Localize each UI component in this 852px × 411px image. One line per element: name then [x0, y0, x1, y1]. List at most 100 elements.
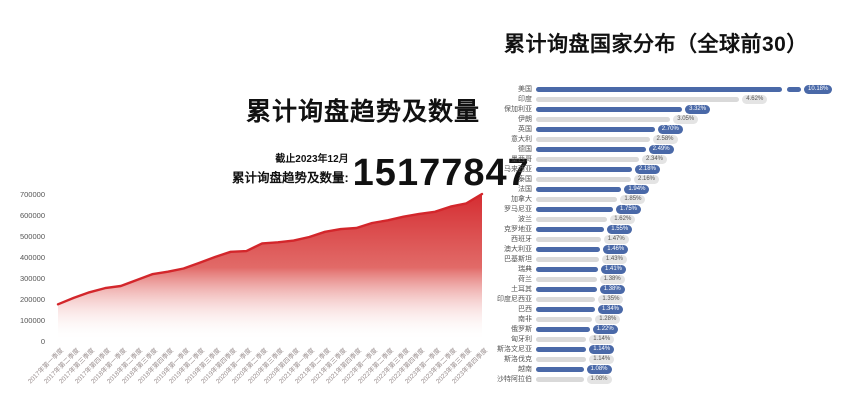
country-label: 印度 [518, 96, 532, 103]
country-bar-row: 斯洛伐克 1.14% [490, 354, 852, 364]
value-badge: 1.41% [601, 264, 627, 274]
country-bar [536, 96, 740, 102]
country-bar-row: 斯洛文尼亚 1.14% [490, 344, 852, 354]
country-label: 沙特阿拉伯 [497, 376, 532, 383]
value-badge: 1.75% [616, 204, 642, 214]
country-label: 巴基斯坦 [504, 256, 532, 263]
area-chart-canvas [56, 192, 484, 341]
country-bar [536, 346, 587, 352]
country-bar [536, 236, 601, 242]
country-label: 巴西 [518, 306, 532, 313]
country-bar-row: 德国 2.49% [490, 144, 852, 154]
value-badge: 1.43% [601, 254, 627, 264]
y-axis-tick: 700000 [19, 190, 45, 199]
country-label: 土耳其 [511, 286, 532, 293]
y-axis-tick: 200000 [19, 295, 45, 304]
country-label: 斯洛文尼亚 [497, 346, 532, 353]
value-badge: 1.85% [620, 194, 646, 204]
value-badge: 10.18% [804, 84, 833, 94]
country-bar [536, 106, 683, 112]
country-bar [536, 156, 639, 162]
country-bar-row: 泰国 2.16% [490, 174, 852, 184]
country-bar [536, 366, 584, 372]
country-bar-row: 克罗地亚 1.55% [490, 224, 852, 234]
value-badge: 1.35% [598, 294, 624, 304]
country-bar-row: 澳大利亚 1.46% [490, 244, 852, 254]
country-label: 匈牙利 [511, 336, 532, 343]
country-label: 德国 [518, 146, 532, 153]
country-bar [536, 256, 599, 262]
y-axis-tick: 100000 [19, 316, 45, 325]
country-bar [536, 166, 632, 172]
country-bar-row: 俄罗斯 1.22% [490, 324, 852, 334]
country-label: 瑞典 [518, 266, 532, 273]
country-bar-row: 巴基斯坦 1.43% [490, 254, 852, 264]
country-label: 印度尼西亚 [497, 296, 532, 303]
country-bar-row: 意大利 2.58% [490, 134, 852, 144]
country-bar [536, 336, 587, 342]
country-bar-list: 美国 10.18% 印度 4.62% 保加利亚 3.32% 伊朗 3.05% 英国 2.70% 意大… [490, 84, 852, 384]
total-inquiries-label: 累计询盘趋势及数量: [232, 171, 349, 185]
country-label: 克罗地亚 [504, 226, 532, 233]
value-badge: 2.49% [648, 144, 674, 154]
value-badge: 1.08% [586, 374, 612, 384]
country-label: 美国 [518, 86, 532, 93]
country-bar [536, 246, 601, 252]
country-label: 越南 [518, 366, 532, 373]
country-bar [536, 206, 613, 212]
as-of-label: 截止2023年12月 [275, 154, 349, 165]
country-bar [536, 276, 597, 282]
x-axis-labels: 2017年第一季度 2017年第二季度 2017年第三季度 2017年第四季度 2018… [27, 345, 495, 411]
country-label: 俄罗斯 [511, 326, 532, 333]
country-label: 西班牙 [511, 236, 532, 243]
value-badge: 1.34% [598, 304, 624, 314]
country-bar [536, 186, 622, 192]
trend-chart-title: 累计询盘趋势及数量 [245, 98, 480, 126]
country-bar-row: 保加利亚 3.32% [490, 104, 852, 114]
value-badge: 1.14% [589, 344, 615, 354]
country-bar-row: 波兰 1.62% [490, 214, 852, 224]
trend-stat-labels: 截止2023年12月 累计询盘趋势及数量: [232, 150, 349, 190]
value-badge: 4.62% [742, 94, 768, 104]
country-bar-row: 墨西哥 2.34% [490, 154, 852, 164]
country-bar-row: 英国 2.70% [490, 124, 852, 134]
country-label: 加拿大 [511, 196, 532, 203]
country-chart-title: 累计询盘国家分布（全球前30） [504, 33, 808, 56]
country-bar [536, 136, 650, 142]
country-bar-row: 南非 1.28% [490, 314, 852, 324]
country-label: 马来西亚 [504, 166, 532, 173]
value-badge: 1.94% [624, 184, 650, 194]
total-inquiries-value: 15177847 [352, 151, 530, 194]
value-badge: 2.18% [634, 164, 660, 174]
value-badge: 1.22% [592, 324, 618, 334]
value-badge: 1.14% [589, 354, 615, 364]
country-label: 英国 [518, 126, 532, 133]
value-badge: 2.58% [652, 134, 678, 144]
area-trend-line [56, 192, 484, 306]
country-label: 泰国 [518, 176, 532, 183]
value-badge: 1.46% [603, 244, 629, 254]
country-bar-row: 匈牙利 1.14% [490, 334, 852, 344]
country-label: 波兰 [518, 216, 532, 223]
country-label: 澳大利亚 [504, 246, 532, 253]
y-axis-tick: 0 [40, 337, 45, 346]
y-axis-tick: 300000 [19, 274, 45, 283]
country-bar-row: 伊朗 3.05% [490, 114, 852, 124]
country-bar-row: 巴西 1.34% [490, 304, 852, 314]
country-bar [536, 286, 597, 292]
country-bar [536, 116, 671, 122]
country-label: 南非 [518, 316, 532, 323]
country-bar-row: 马来西亚 2.18% [490, 164, 852, 174]
country-bar-row: 印度尼西亚 1.35% [490, 294, 852, 304]
trend-stat: 截止2023年12月 累计询盘趋势及数量: 15177847 [232, 150, 530, 194]
country-bar-row: 沙特阿拉伯 1.08% [490, 374, 852, 384]
y-axis-tick: 400000 [19, 253, 45, 262]
country-label: 法国 [518, 186, 532, 193]
value-badge: 1.14% [589, 334, 615, 344]
country-bar [536, 296, 596, 302]
country-label: 意大利 [511, 136, 532, 143]
country-bar [536, 86, 782, 92]
value-badge: 1.08% [586, 364, 612, 374]
country-bar [536, 316, 593, 322]
